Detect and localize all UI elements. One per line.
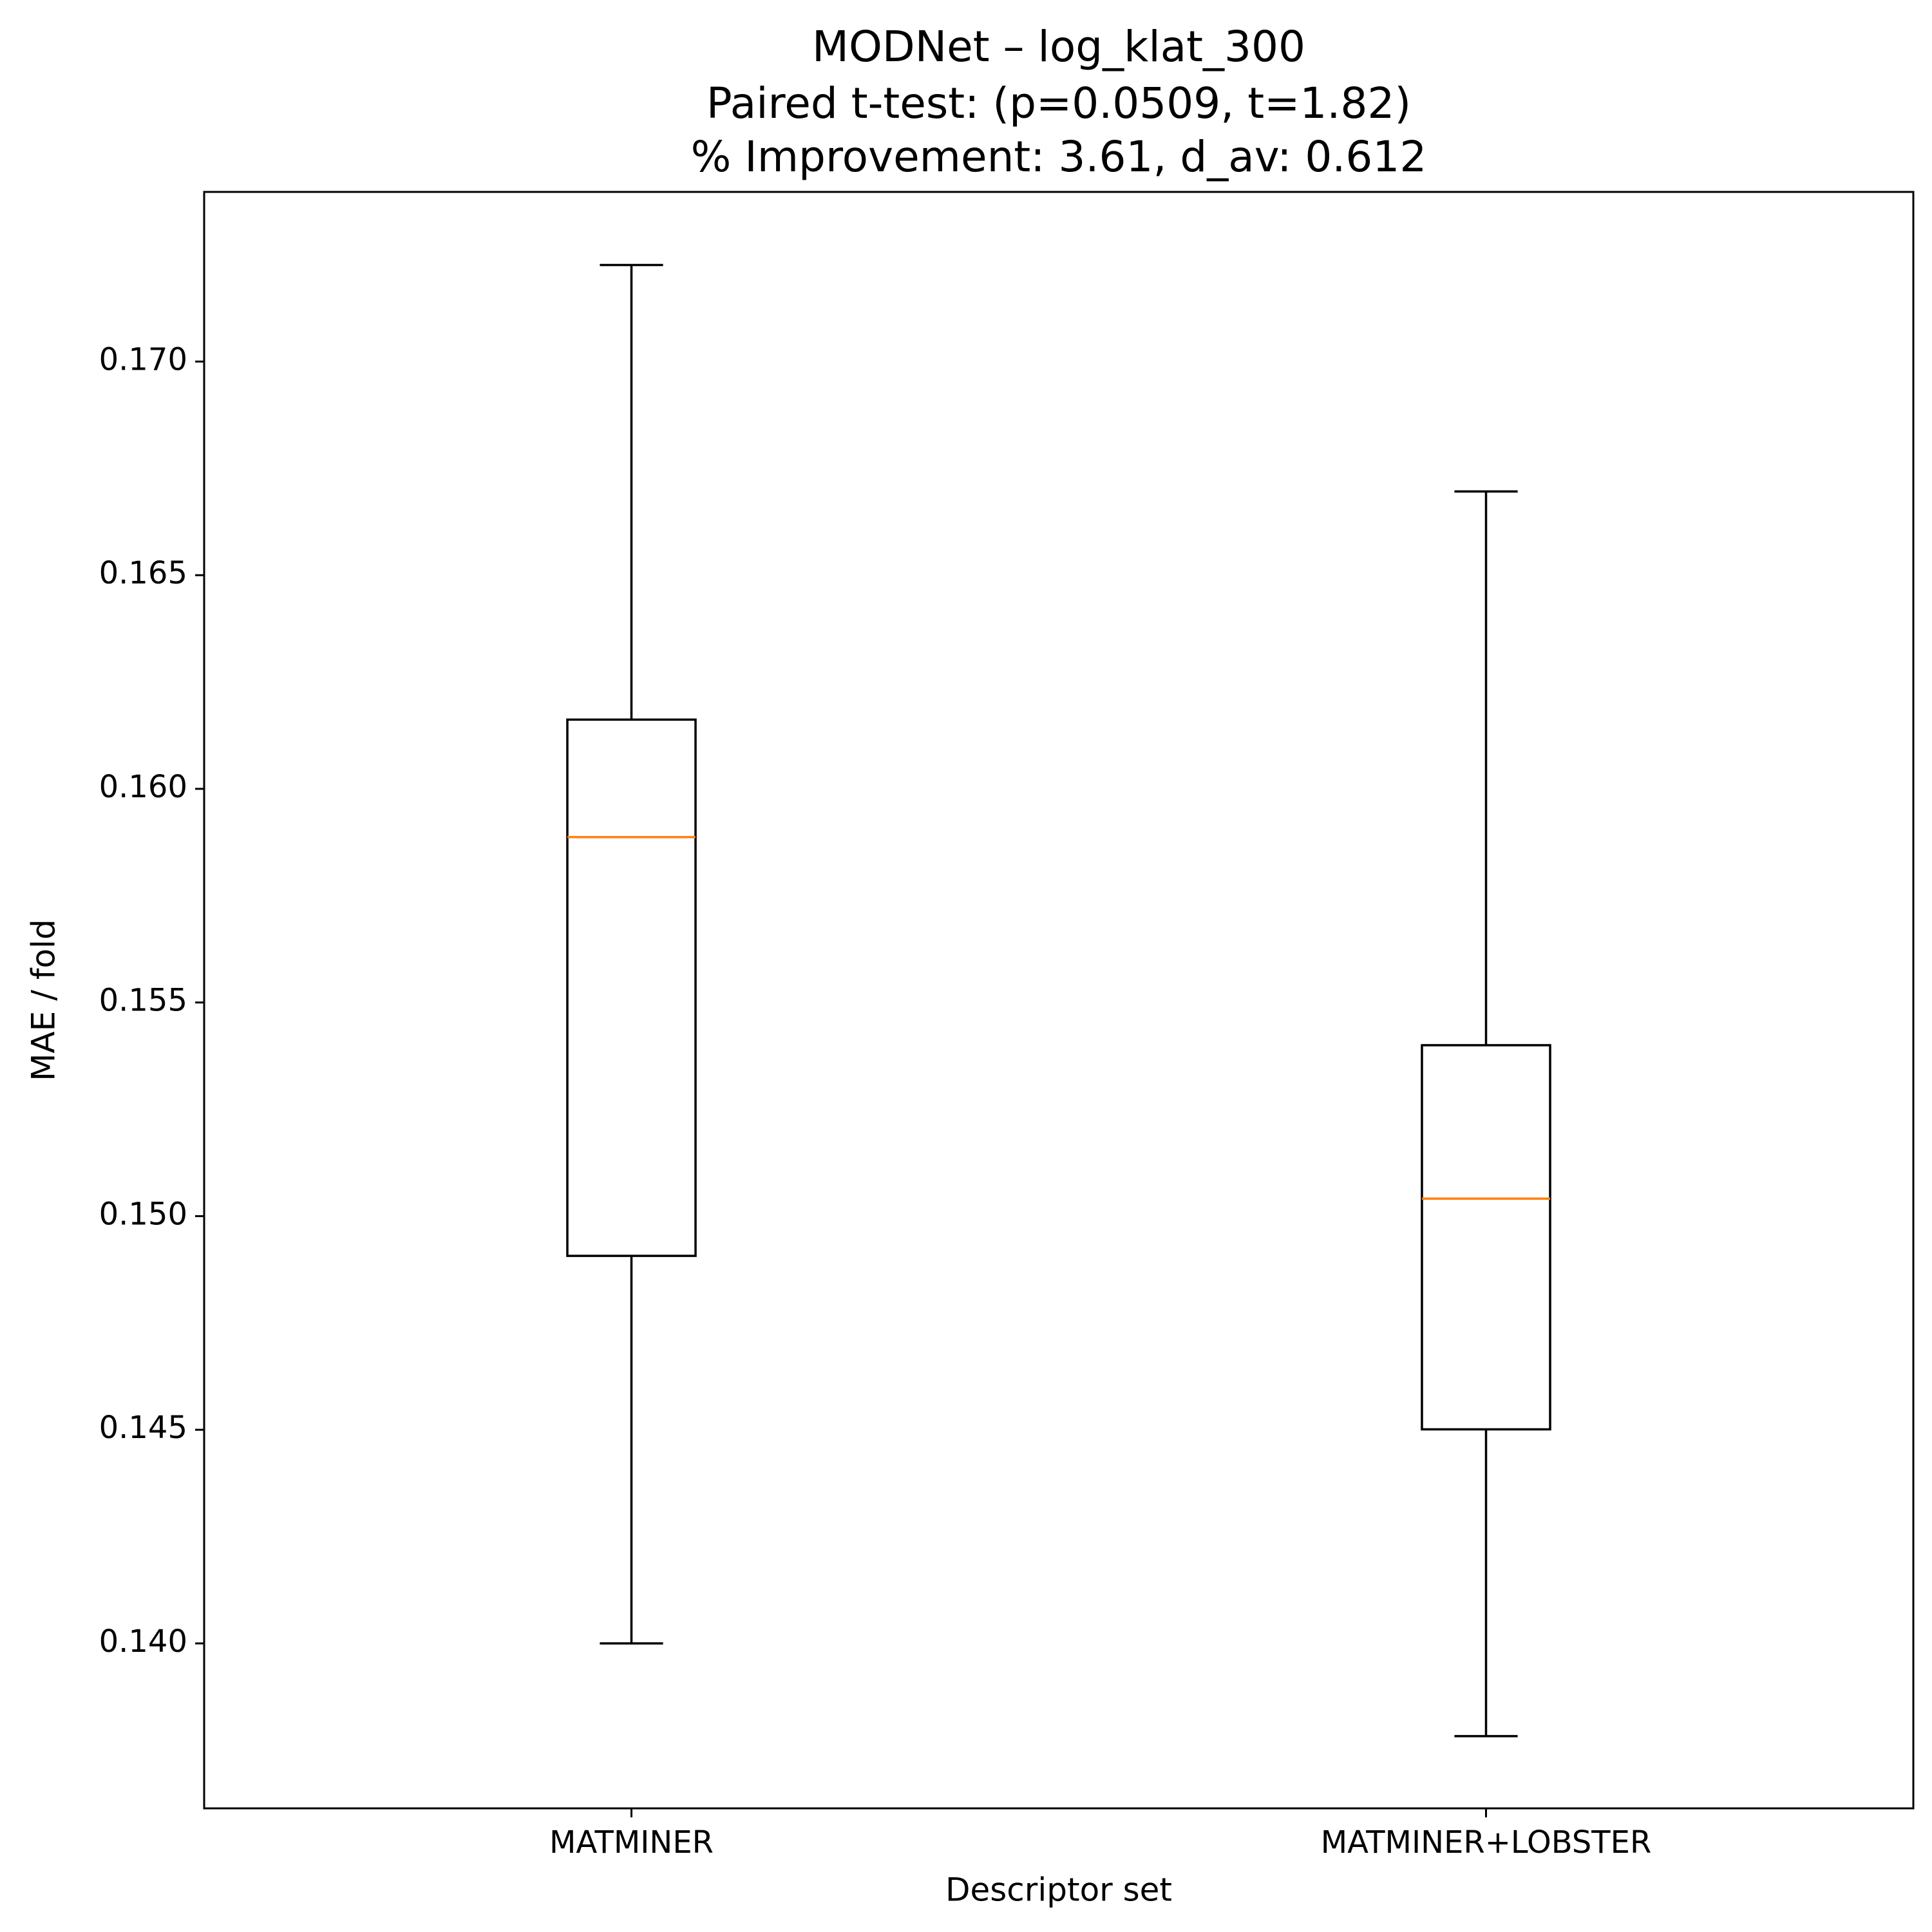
y-tick-label: 0.160: [99, 769, 187, 805]
x-axis-label: Descriptor set: [945, 1871, 1172, 1909]
y-tick-label: 0.170: [99, 341, 187, 377]
chart-title: MODNet – log_klat_300: [812, 22, 1305, 71]
chart-subtitle: % Improvement: 3.61, d_av: 0.612: [691, 132, 1427, 182]
chart-subtitle: Paired t-test: (p=0.0509, t=1.82): [706, 79, 1411, 128]
y-tick-label: 0.145: [99, 1410, 187, 1446]
plot-frame: [203, 191, 1915, 1810]
y-tick-label: 0.165: [99, 555, 187, 591]
box: [1421, 1044, 1551, 1431]
y-axis-label: MAE / fold: [25, 919, 62, 1081]
box: [566, 718, 697, 1257]
y-tick-label: 0.150: [99, 1196, 187, 1232]
x-tick-label: MATMINER: [549, 1824, 714, 1861]
y-tick-label: 0.155: [99, 983, 187, 1019]
y-tick-label: 0.140: [99, 1624, 187, 1660]
x-tick-label: MATMINER+LOBSTER: [1321, 1824, 1652, 1861]
